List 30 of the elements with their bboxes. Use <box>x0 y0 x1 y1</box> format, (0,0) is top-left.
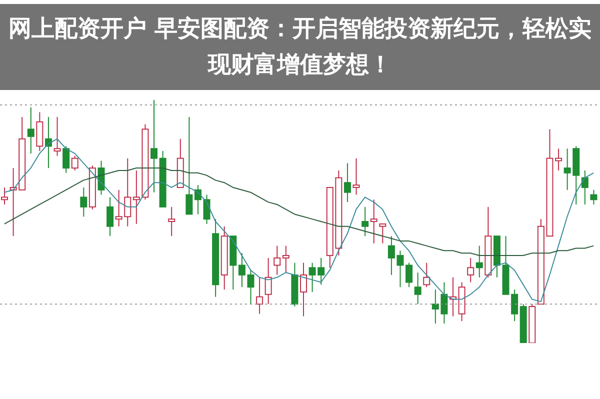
candlestick <box>80 186 88 218</box>
candlestick <box>62 146 70 174</box>
candlestick <box>150 100 158 193</box>
candlestick <box>300 262 307 317</box>
candlestick <box>256 276 264 314</box>
candlestick <box>555 148 562 171</box>
candlestick <box>581 170 588 205</box>
candlestick <box>467 257 474 283</box>
candlestick <box>168 206 176 237</box>
candlestick <box>282 245 290 274</box>
candlestick <box>370 199 378 244</box>
candlestick <box>274 245 281 276</box>
candlestick <box>264 257 272 305</box>
candlestick <box>379 223 386 244</box>
candlestick <box>98 160 105 196</box>
candlestick <box>406 262 413 288</box>
candlestick <box>414 272 422 305</box>
candlestick <box>352 158 360 196</box>
candlestick <box>27 106 34 154</box>
candlestick <box>106 196 114 237</box>
candlestick <box>54 116 61 156</box>
candlestick <box>476 245 483 278</box>
candlestick <box>423 262 430 288</box>
chart-title: 网上配资开户 早安图配资：开启智能投资新纪元，轻松实现财富增值梦想！ <box>0 4 600 90</box>
candlestick <box>362 206 369 237</box>
candlestick <box>344 162 351 203</box>
candlestick <box>203 194 210 224</box>
candlestick <box>71 155 78 171</box>
candlestick <box>590 189 598 205</box>
candlestick <box>186 116 193 215</box>
